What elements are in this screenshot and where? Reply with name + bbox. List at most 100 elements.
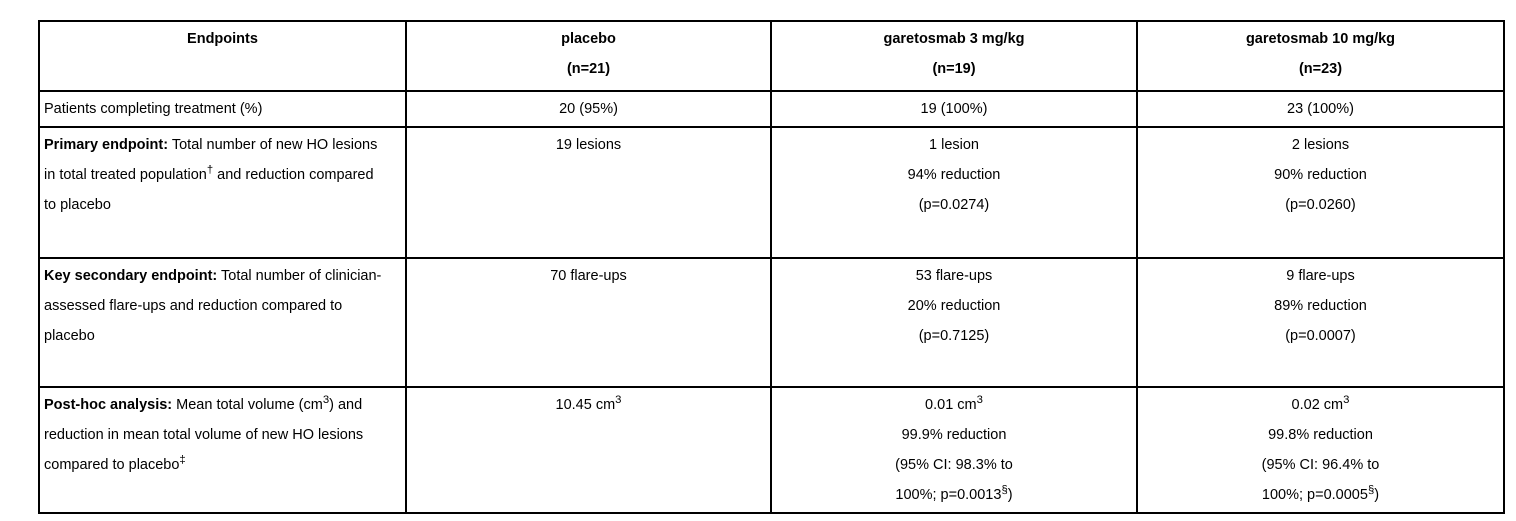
text-line: 89% reduction [1143,291,1498,321]
text-line: 90% reduction [1143,160,1498,190]
text-line: Key secondary endpoint: Total number of … [44,261,401,291]
text-segment: 19 (100%) [920,101,988,117]
data-cell: 19 lesions [405,126,772,259]
text-line: 10.45 cm3 [412,390,765,420]
text-line: 99.8% reduction [1143,420,1498,450]
text-segment: compared to placebo [44,457,180,473]
header-cell-placebo: placebo (n=21) [405,20,772,92]
text-segment: to placebo [44,197,111,213]
data-cell: 20 (95%) [405,90,772,128]
text-line: 20% reduction [777,291,1131,321]
text-segment: 90% reduction [1274,167,1367,183]
text-line: Post-hoc analysis: Mean total volume (cm… [44,390,401,420]
header-cell-garetosmab-10mgkg: garetosmab 10 mg/kg (n=23) [1136,20,1505,92]
superscript-mark: § [1367,483,1375,496]
text-segment: placebo [44,328,95,344]
text-segment: Mean total volume (cm [172,397,323,413]
text-line: 53 flare-ups [777,261,1131,291]
table-row-patients-completing-treatment: Patients completing treatment (%) 20 (95%… [38,90,1505,128]
text-segment: Key secondary endpoint: [44,268,218,284]
header-line: placebo [561,31,616,47]
text-line: reduction in mean total volume of new HO… [44,420,401,450]
text-segment: 0.02 cm [1291,397,1344,413]
text-segment: 70 flare-ups [550,268,627,284]
header-line: (n=23) [1298,61,1343,77]
text-line: 100%; p=0.0013§) [777,480,1131,510]
text-segment: in total treated population [44,167,207,183]
header-cell-endpoints: Endpoints [38,20,407,92]
header-row: Endpoints placebo (n=21) garetosmab 3 mg/… [38,20,1505,92]
text-line: 20 (95%) [412,94,765,124]
text-line: 23 (100%) [1143,94,1498,124]
text-line: 0.02 cm3 [1143,390,1498,420]
table-row-primary-endpoint: Primary endpoint: Total number of new HO… [38,126,1505,259]
data-cell: 23 (100%) [1136,90,1505,128]
text-line: (p=0.0260) [1143,190,1498,220]
text-segment: 53 flare-ups [915,268,993,284]
header-line: garetosmab 3 mg/kg [883,31,1025,47]
text-segment: (p=0.0274) [918,197,990,213]
text-line: (p=0.7125) [777,321,1131,351]
text-line: 94% reduction [777,160,1131,190]
text-segment: 1 lesion [929,137,979,153]
data-cell: 2 lesions 90% reduction (p=0.0260) [1136,126,1505,259]
text-segment: ) [1374,487,1380,503]
text-line: (p=0.0007) [1143,321,1498,351]
text-line: placebo [44,321,401,351]
row-label-cell: Patients completing treatment (%) [38,90,407,128]
data-cell: 10.45 cm3 [405,386,772,514]
table-row-post-hoc-analysis: Post-hoc analysis: Mean total volume (cm… [38,386,1505,514]
header-line: Endpoints [187,31,258,47]
text-line: 19 (100%) [777,94,1131,124]
text-segment: Patients completing treatment (%) [44,101,263,117]
text-line: compared to placebo‡ [44,450,401,480]
text-segment: ) and [329,397,363,413]
text-segment: (95% CI: 98.3% to [895,457,1013,473]
superscript-mark: † [206,163,214,176]
text-segment: 19 lesions [555,137,622,153]
text-line: 99.9% reduction [777,420,1131,450]
text-segment: (95% CI: 96.4% to [1261,457,1380,473]
text-line: Patients completing treatment (%) [44,94,401,124]
text-segment: 23 (100%) [1287,101,1354,117]
text-segment: Total number of clinician- [217,268,382,284]
text-line: 100%; p=0.0005§) [1143,480,1498,510]
text-line: Primary endpoint: Total number of new HO… [44,130,401,160]
text-segment: 94% reduction [907,167,1001,183]
text-line: (p=0.0274) [777,190,1131,220]
text-line: 0.01 cm3 [777,390,1131,420]
text-segment: 99.9% reduction [901,427,1007,443]
text-line: to placebo [44,190,401,220]
table-row-key-secondary-endpoint: Key secondary endpoint: Total number of … [38,257,1505,388]
text-line: 70 flare-ups [412,261,765,291]
text-line: 9 flare-ups [1143,261,1498,291]
header-cell-garetosmab-3mgkg: garetosmab 3 mg/kg (n=19) [770,20,1138,92]
text-segment: ) [1007,487,1013,503]
text-segment: 2 lesions [1291,137,1350,153]
text-segment: 0.01 cm [925,397,977,413]
text-segment: 100%; p=0.0005 [1261,487,1368,503]
text-segment: 20 (95%) [559,101,618,117]
data-cell: 70 flare-ups [405,257,772,388]
data-cell: 53 flare-ups 20% reduction (p=0.7125) [770,257,1138,388]
row-label-cell: Key secondary endpoint: Total number of … [38,257,407,388]
text-segment: 100%; p=0.0013 [895,487,1002,503]
text-segment: and reduction compared [213,167,374,183]
text-segment: (p=0.7125) [918,328,990,344]
superscript-mark: ‡ [179,453,186,466]
text-segment: 9 flare-ups [1286,268,1355,284]
text-segment: 10.45 cm [555,397,616,413]
data-cell: 19 (100%) [770,90,1138,128]
data-cell: 9 flare-ups 89% reduction (p=0.0007) [1136,257,1505,388]
text-line: 1 lesion [777,130,1131,160]
header-line: garetosmab 10 mg/kg [1245,31,1396,47]
text-line: 2 lesions [1143,130,1498,160]
text-segment: 20% reduction [907,298,1001,314]
data-cell: 0.01 cm3 99.9% reduction (95% CI: 98.3% to… [770,386,1138,514]
data-cell: 1 lesion 94% reduction (p=0.0274) [770,126,1138,259]
text-segment: Post-hoc analysis: [44,397,173,413]
text-line: in total treated population† and reducti… [44,160,401,190]
text-segment: assessed flare-ups and reduction compare… [44,298,343,314]
text-line: (95% CI: 96.4% to [1143,450,1498,480]
superscript-mark: § [1001,483,1008,496]
